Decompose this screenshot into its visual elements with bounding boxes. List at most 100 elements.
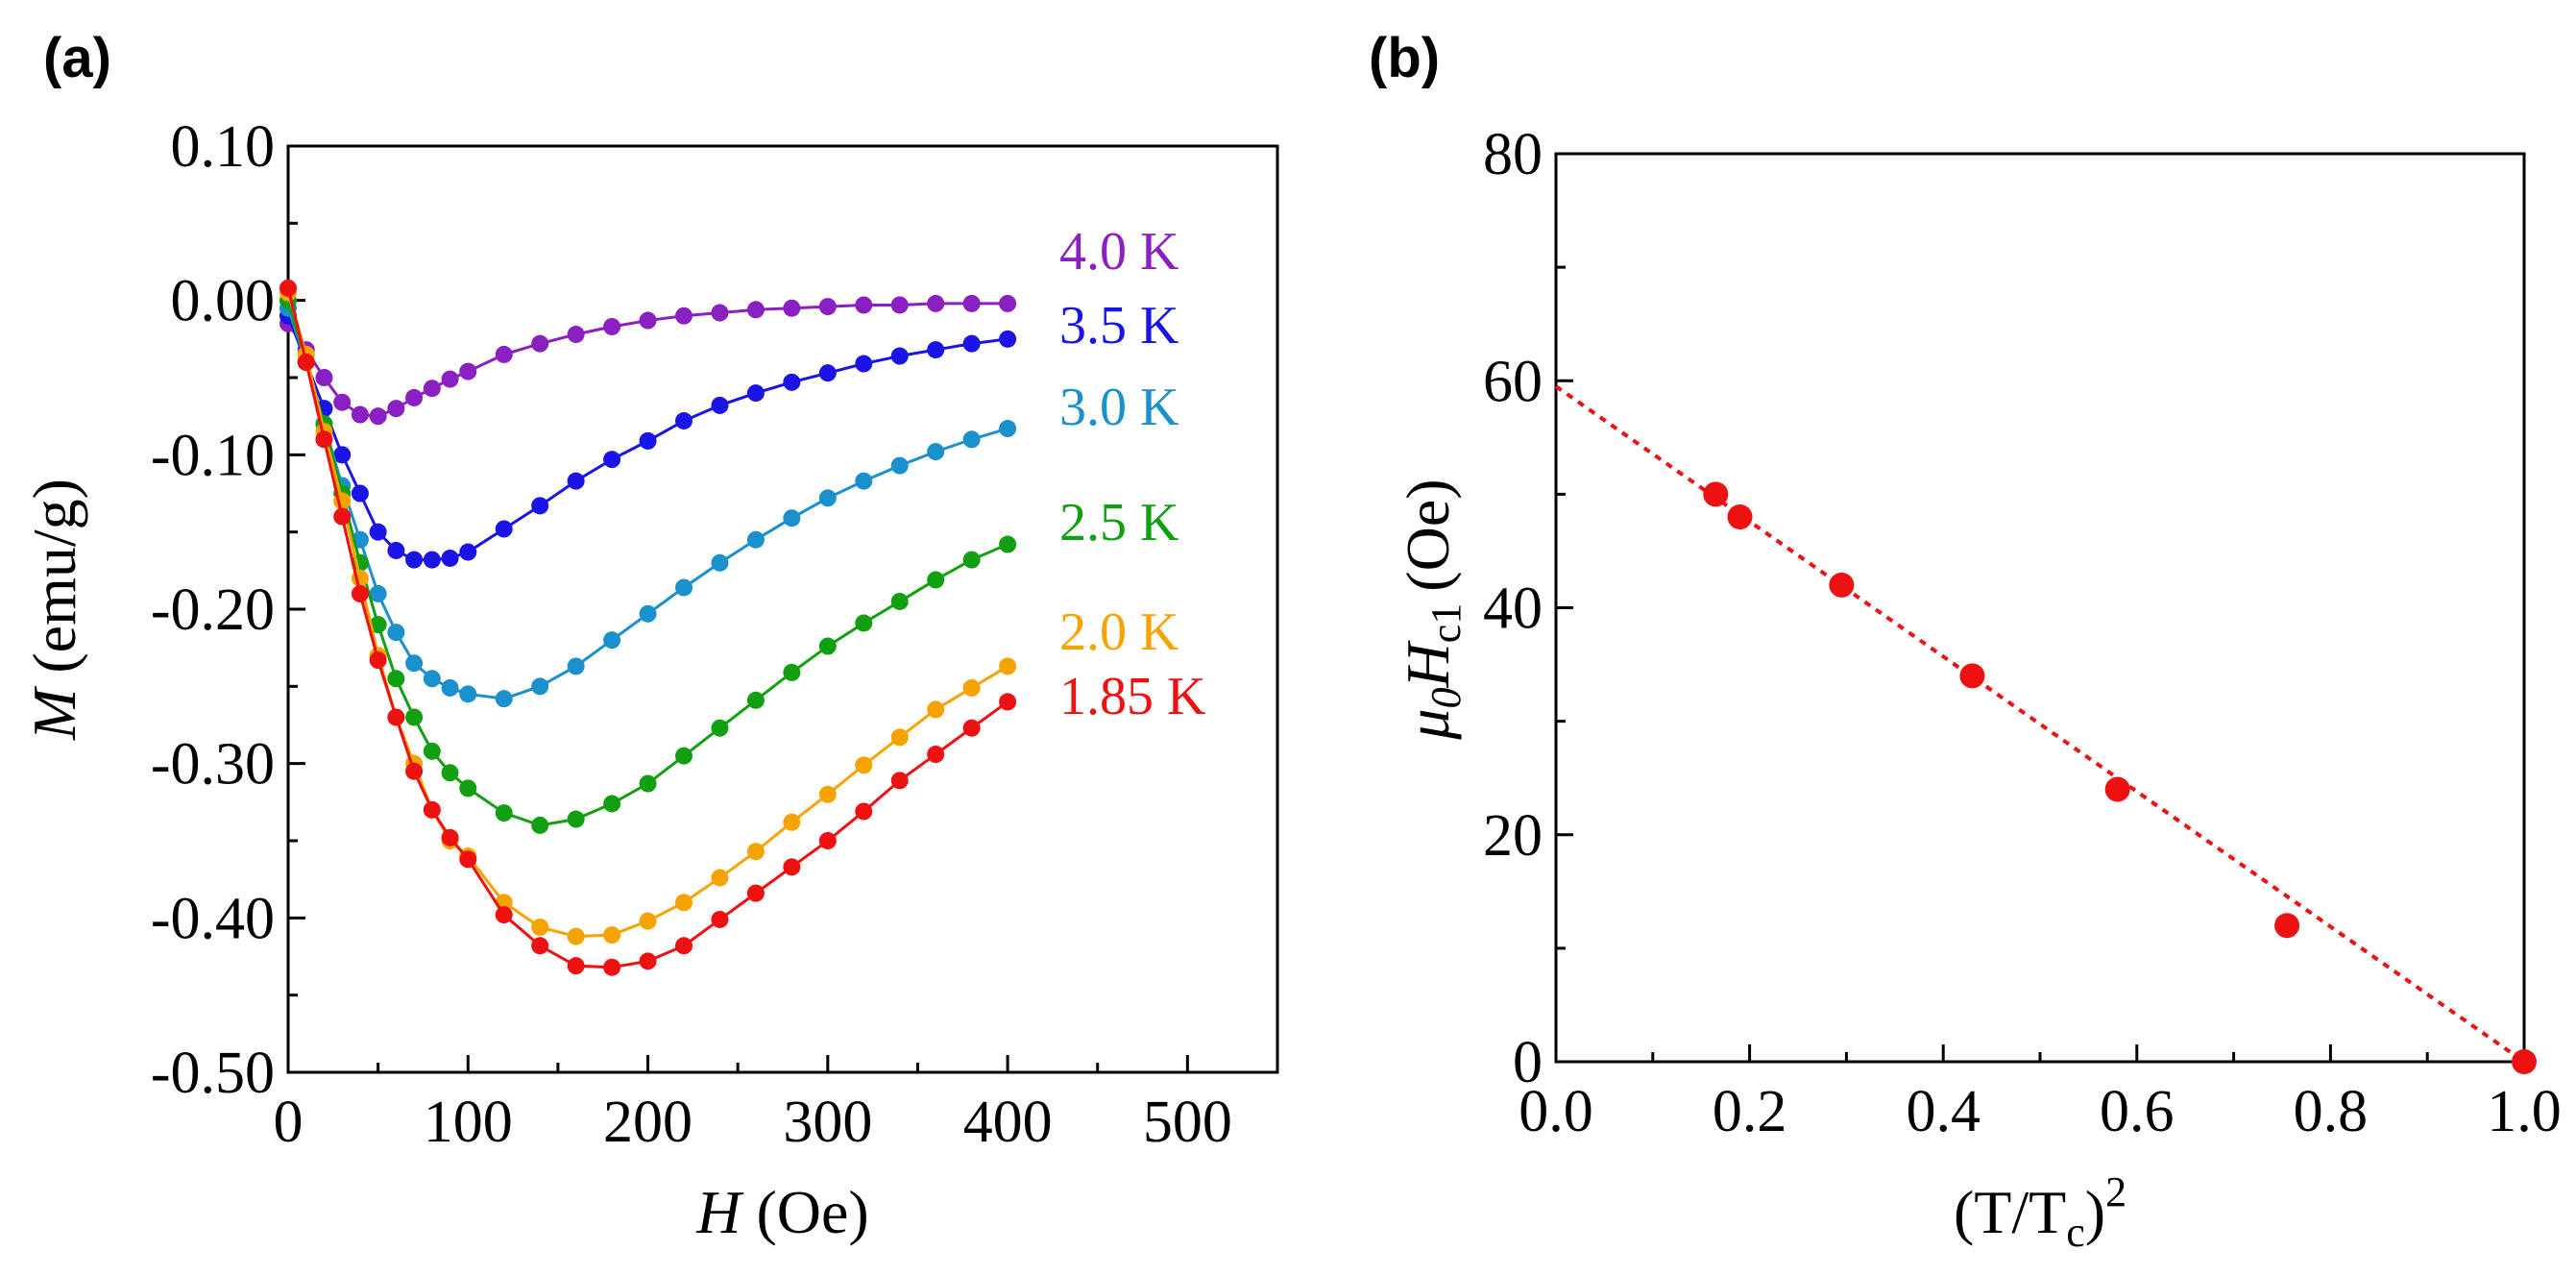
- b-x-tick-label: 1.0: [2487, 1079, 2562, 1144]
- data-point: [351, 484, 369, 503]
- data-point: [387, 400, 405, 418]
- data-point: [405, 551, 424, 569]
- series-line: [286, 300, 1009, 827]
- data-point: [387, 541, 405, 559]
- data-point: [441, 549, 459, 567]
- data-point: [333, 446, 352, 464]
- data-point: [531, 816, 549, 834]
- panel-a-x-unit: (Oe): [756, 1178, 868, 1246]
- data-point: [711, 553, 729, 572]
- b-y-tick-label: 40: [1483, 577, 1543, 642]
- panel-b-x-close: ): [2085, 1178, 2105, 1246]
- b-y-tick-label: 0: [1513, 1030, 1543, 1095]
- series-1-85-K: [279, 279, 1017, 976]
- b-x-tick-label: 0.6: [2100, 1079, 2175, 1144]
- data-point: [315, 369, 333, 386]
- data-point: [746, 530, 765, 549]
- panel-b-y-mu: μ: [1394, 708, 1462, 740]
- data-point: [962, 678, 981, 697]
- data-point: [818, 832, 837, 849]
- data-point: [855, 355, 873, 373]
- data-point: [783, 509, 801, 528]
- data-point: [405, 388, 424, 406]
- data-point: [675, 578, 693, 597]
- data-point: [746, 691, 765, 709]
- data-point: [855, 296, 873, 314]
- data-point: [423, 800, 441, 819]
- data-point: [495, 804, 513, 822]
- panel-b-frame: [1554, 152, 2526, 1064]
- data-point: [333, 393, 352, 411]
- data-point: [387, 708, 405, 726]
- data-point: [603, 451, 621, 469]
- data-point: [890, 347, 909, 365]
- data-point: [890, 728, 909, 747]
- panel-a: (a) 0 100 200 300 400 500 0.10 0.00 -0.10 -0.20 -0…: [20, 27, 1279, 1246]
- b-y-tick-label: 80: [1483, 122, 1543, 187]
- data-point: [999, 693, 1017, 711]
- panel-a-y-title: M (emu/g): [20, 478, 88, 741]
- data-point: [639, 604, 657, 623]
- data-point: [495, 906, 513, 924]
- data-point: [603, 926, 621, 945]
- data-point: [369, 523, 387, 541]
- data-point: [1703, 481, 1729, 507]
- data-point: [818, 298, 837, 316]
- fit-line: [1554, 384, 2526, 1064]
- data-point: [2512, 1049, 2537, 1074]
- data-point: [567, 326, 585, 344]
- data-point: [1959, 663, 1985, 689]
- data-point: [746, 384, 765, 403]
- legend-label: 2.0 K: [1059, 602, 1179, 662]
- data-point: [333, 507, 352, 526]
- a-y-tick-label: 0.10: [171, 114, 276, 180]
- data-point: [603, 795, 621, 813]
- data-point: [1727, 504, 1753, 529]
- data-point: [531, 937, 549, 955]
- data-point: [2104, 776, 2130, 802]
- b-y-tick-label: 20: [1483, 803, 1543, 869]
- data-point: [783, 858, 801, 876]
- data-point: [711, 719, 729, 737]
- data-point: [441, 828, 459, 847]
- data-point: [603, 317, 621, 335]
- data-point: [783, 373, 801, 391]
- data-point: [567, 472, 585, 490]
- data-point: [890, 456, 909, 475]
- data-point: [603, 631, 621, 650]
- panel-b-fit: [1554, 384, 2526, 1064]
- legend-label: 3.0 K: [1059, 378, 1179, 437]
- panel-b-label: (b): [1369, 27, 1440, 89]
- data-point: [495, 690, 513, 708]
- data-point: [639, 952, 657, 970]
- panel-b-x-sub: c: [2066, 1209, 2085, 1256]
- data-point: [962, 334, 981, 353]
- data-point: [1829, 572, 1855, 598]
- panel-a-x-title: H (Oe): [695, 1178, 868, 1246]
- data-point: [783, 813, 801, 831]
- data-point: [639, 311, 657, 330]
- panel-b-points: [1703, 481, 2537, 1074]
- a-x-tick-label: 200: [603, 1090, 693, 1155]
- panel-b-x-sup: 2: [2105, 1168, 2126, 1215]
- data-point: [999, 420, 1017, 438]
- data-point: [746, 884, 765, 902]
- data-point: [297, 353, 315, 371]
- data-point: [387, 624, 405, 642]
- data-point: [2274, 913, 2300, 939]
- data-point: [675, 937, 693, 955]
- data-point: [675, 747, 693, 765]
- data-point: [855, 614, 873, 632]
- data-point: [746, 843, 765, 861]
- a-y-tick-label: -0.20: [151, 577, 275, 643]
- panel-b-x-text: (T/T: [1954, 1178, 2066, 1246]
- data-point: [855, 802, 873, 821]
- data-point: [639, 431, 657, 450]
- data-point: [927, 571, 945, 589]
- panel-a-legend: 4.0 K 3.5 K 3.0 K 2.5 K 2.0 K1.85 K: [1059, 222, 1205, 726]
- legend-label: 4.0 K: [1059, 222, 1179, 282]
- data-point: [567, 810, 585, 828]
- data-point: [567, 927, 585, 945]
- a-x-tick-label: 300: [783, 1090, 872, 1155]
- data-point: [711, 910, 729, 928]
